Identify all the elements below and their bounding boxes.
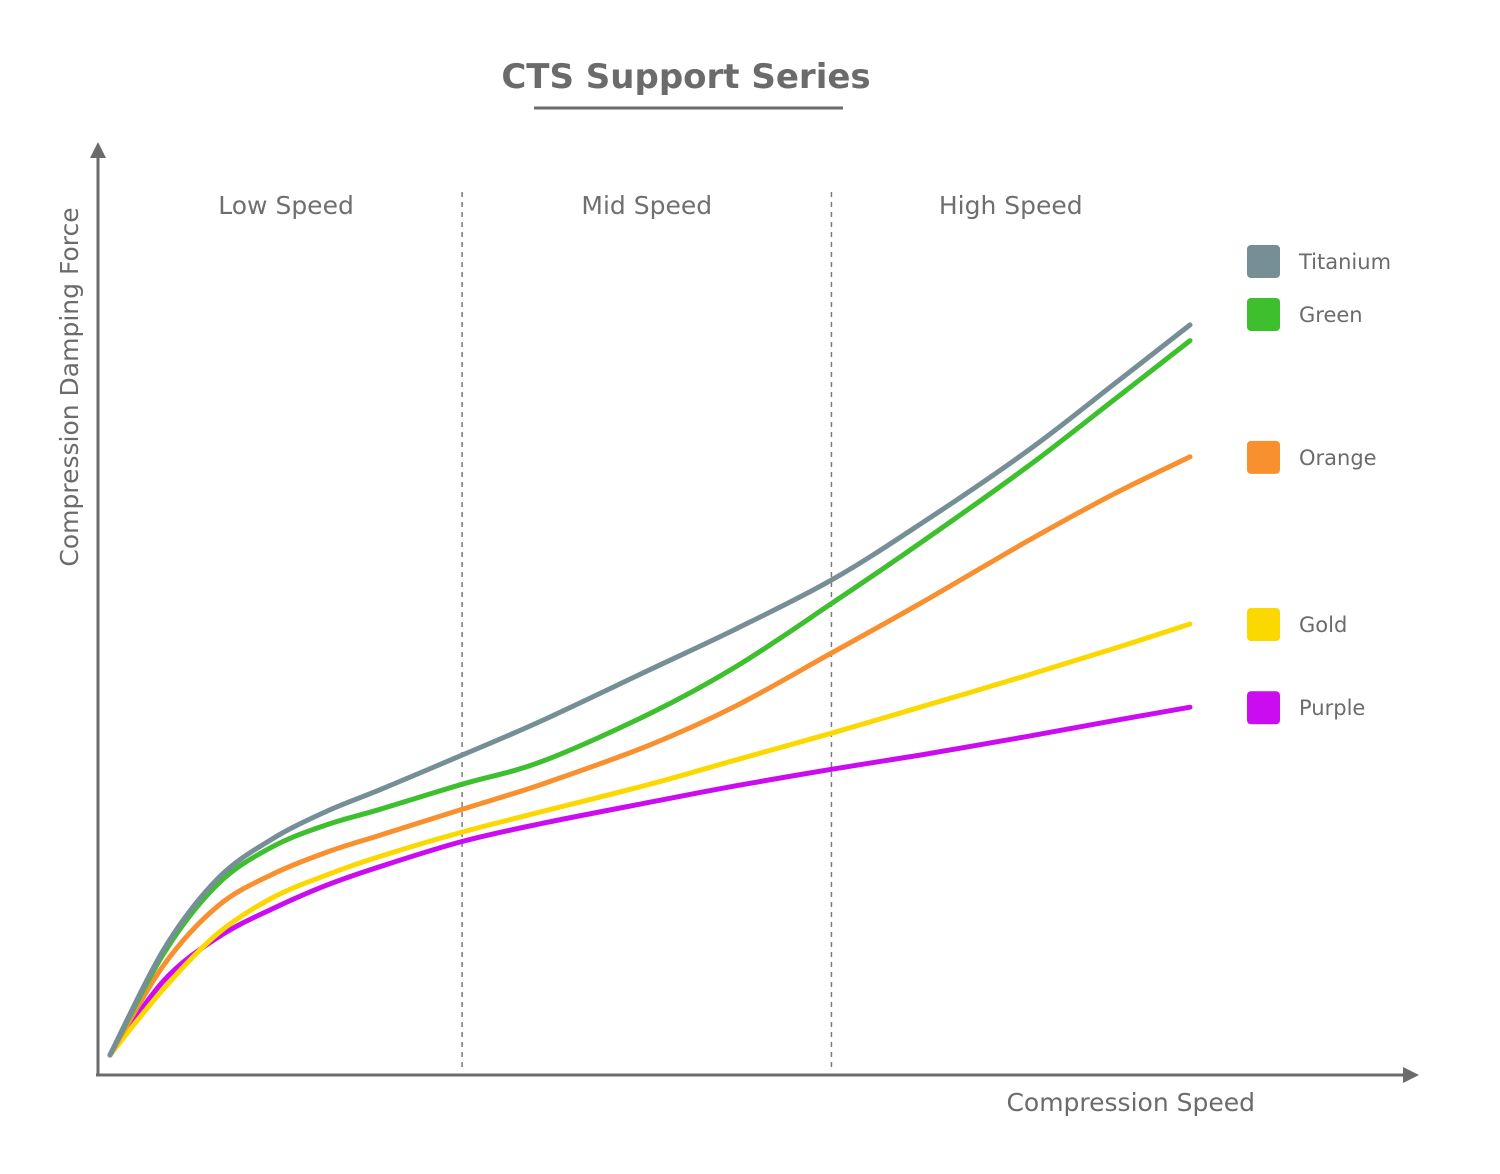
legend-swatch-gold [1247, 608, 1280, 642]
series-line-purple [107, 704, 1193, 1058]
y-axis-arrow-icon [90, 142, 106, 158]
x-axis-arrow-icon [1403, 1067, 1419, 1083]
legend-swatch-green [1247, 298, 1280, 331]
series-line-gold [107, 621, 1193, 1058]
region-label-high-speed: High Speed [939, 191, 1083, 220]
legend-label-purple: Purple [1299, 696, 1365, 720]
legend-swatch-titanium [1247, 245, 1280, 278]
legend-label-titanium: Titanium [1298, 250, 1391, 274]
legend-label-green: Green [1299, 303, 1363, 327]
legend-swatch-purple [1247, 691, 1280, 725]
y-axis-label: Compression Damping Force [55, 207, 84, 566]
legend: Titanium Green Orange Gold Purple [1247, 245, 1391, 725]
region-label-low-speed: Low Speed [218, 191, 354, 220]
speed-regions: Low Speed Mid Speed High Speed [218, 191, 1083, 1068]
chart-title: CTS Support Series [501, 57, 870, 97]
x-axis-label: Compression Speed [1006, 1088, 1255, 1117]
series-line-green [107, 338, 1193, 1058]
region-label-mid-speed: Mid Speed [581, 191, 712, 220]
legend-label-gold: Gold [1299, 613, 1347, 637]
series-line-orange [107, 454, 1193, 1058]
series-line-titanium [107, 322, 1193, 1058]
legend-swatch-orange [1247, 440, 1280, 474]
series-lines [107, 322, 1193, 1058]
legend-label-orange: Orange [1299, 446, 1377, 470]
